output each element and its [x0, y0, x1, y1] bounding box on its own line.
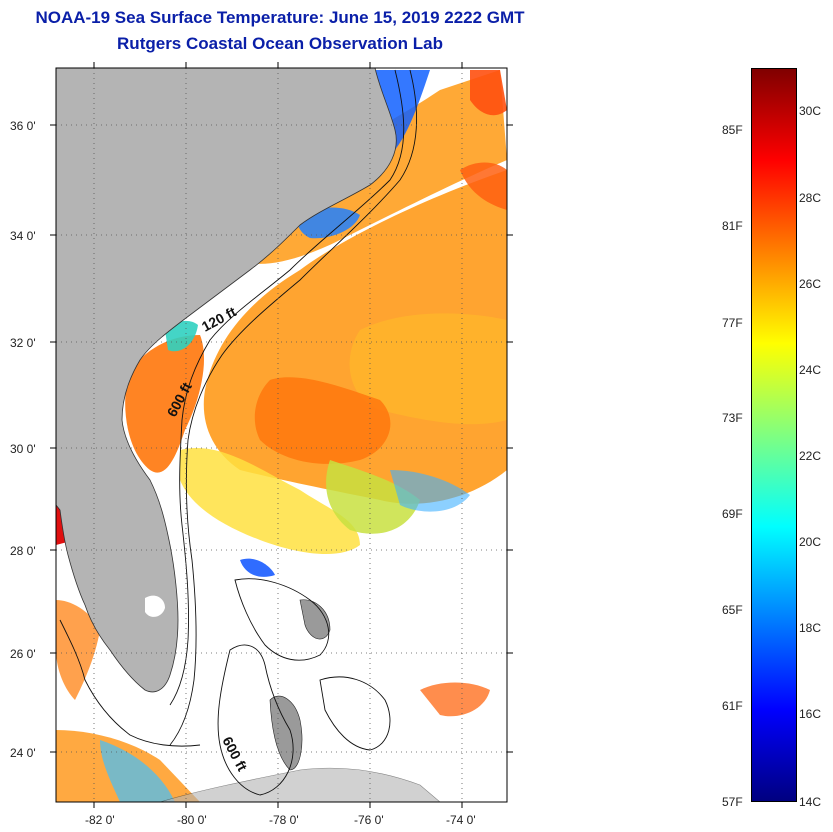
map-frame: [55, 67, 508, 803]
lon-label: -76 0': [354, 813, 384, 827]
colorbar-f-label: 77F: [722, 316, 743, 330]
colorbar-c-label: 18C: [799, 621, 822, 635]
colorbar-f-label: 81F: [722, 219, 743, 233]
colorbar-c-label: 24C: [799, 363, 822, 377]
lat-label: 24 0': [10, 746, 36, 760]
bahamas-island-abaco: [299, 599, 331, 640]
colorbar-f-label: 85F: [722, 123, 743, 137]
colorbar-c-label: 14C: [799, 795, 822, 809]
colorbar-c-label: 16C: [799, 707, 822, 721]
lat-label: 30 0': [10, 442, 36, 456]
lon-label: -78 0': [269, 813, 299, 827]
colorbar-f-label: 69F: [722, 507, 743, 521]
lat-label: 36 0': [10, 119, 36, 133]
lon-label: -74 0': [446, 813, 476, 827]
latitude-labels: 36 0' 34 0' 32 0' 30 0' 28 0' 26 0' 24 0…: [10, 119, 36, 760]
lat-label: 28 0': [10, 544, 36, 558]
tick-marks: [50, 62, 513, 808]
depth-contours: [59, 69, 417, 796]
colorbar-f-label: 61F: [722, 699, 743, 713]
colorbar-c-label: 22C: [799, 449, 822, 463]
temperature-colorbar: [751, 68, 797, 802]
bahamas-island-andros: [269, 695, 303, 771]
lat-label: 34 0': [10, 229, 36, 243]
lon-label: -82 0': [85, 813, 115, 827]
colorbar-c-label: 28C: [799, 191, 822, 205]
colorbar-f-label: 57F: [722, 795, 743, 809]
map-title: NOAA-19 Sea Surface Temperature: June 15…: [35, 8, 525, 27]
colorbar-c-label: 20C: [799, 535, 822, 549]
longitude-labels: -82 0' -80 0' -78 0' -76 0' -74 0': [85, 813, 476, 827]
colorbar-f-label: 65F: [722, 603, 743, 617]
lon-label: -80 0': [177, 813, 207, 827]
gridlines: [56, 68, 507, 802]
lat-label: 26 0': [10, 647, 36, 661]
colorbar-c-label: 26C: [799, 277, 822, 291]
map-subtitle: Rutgers Coastal Ocean Observation Lab: [117, 34, 443, 53]
colorbar-f-label: 73F: [722, 411, 743, 425]
colorbar-c-label: 30C: [799, 104, 822, 118]
lat-label: 32 0': [10, 336, 36, 350]
lake-okeechobee: [145, 595, 165, 617]
land-mass: [56, 68, 397, 693]
